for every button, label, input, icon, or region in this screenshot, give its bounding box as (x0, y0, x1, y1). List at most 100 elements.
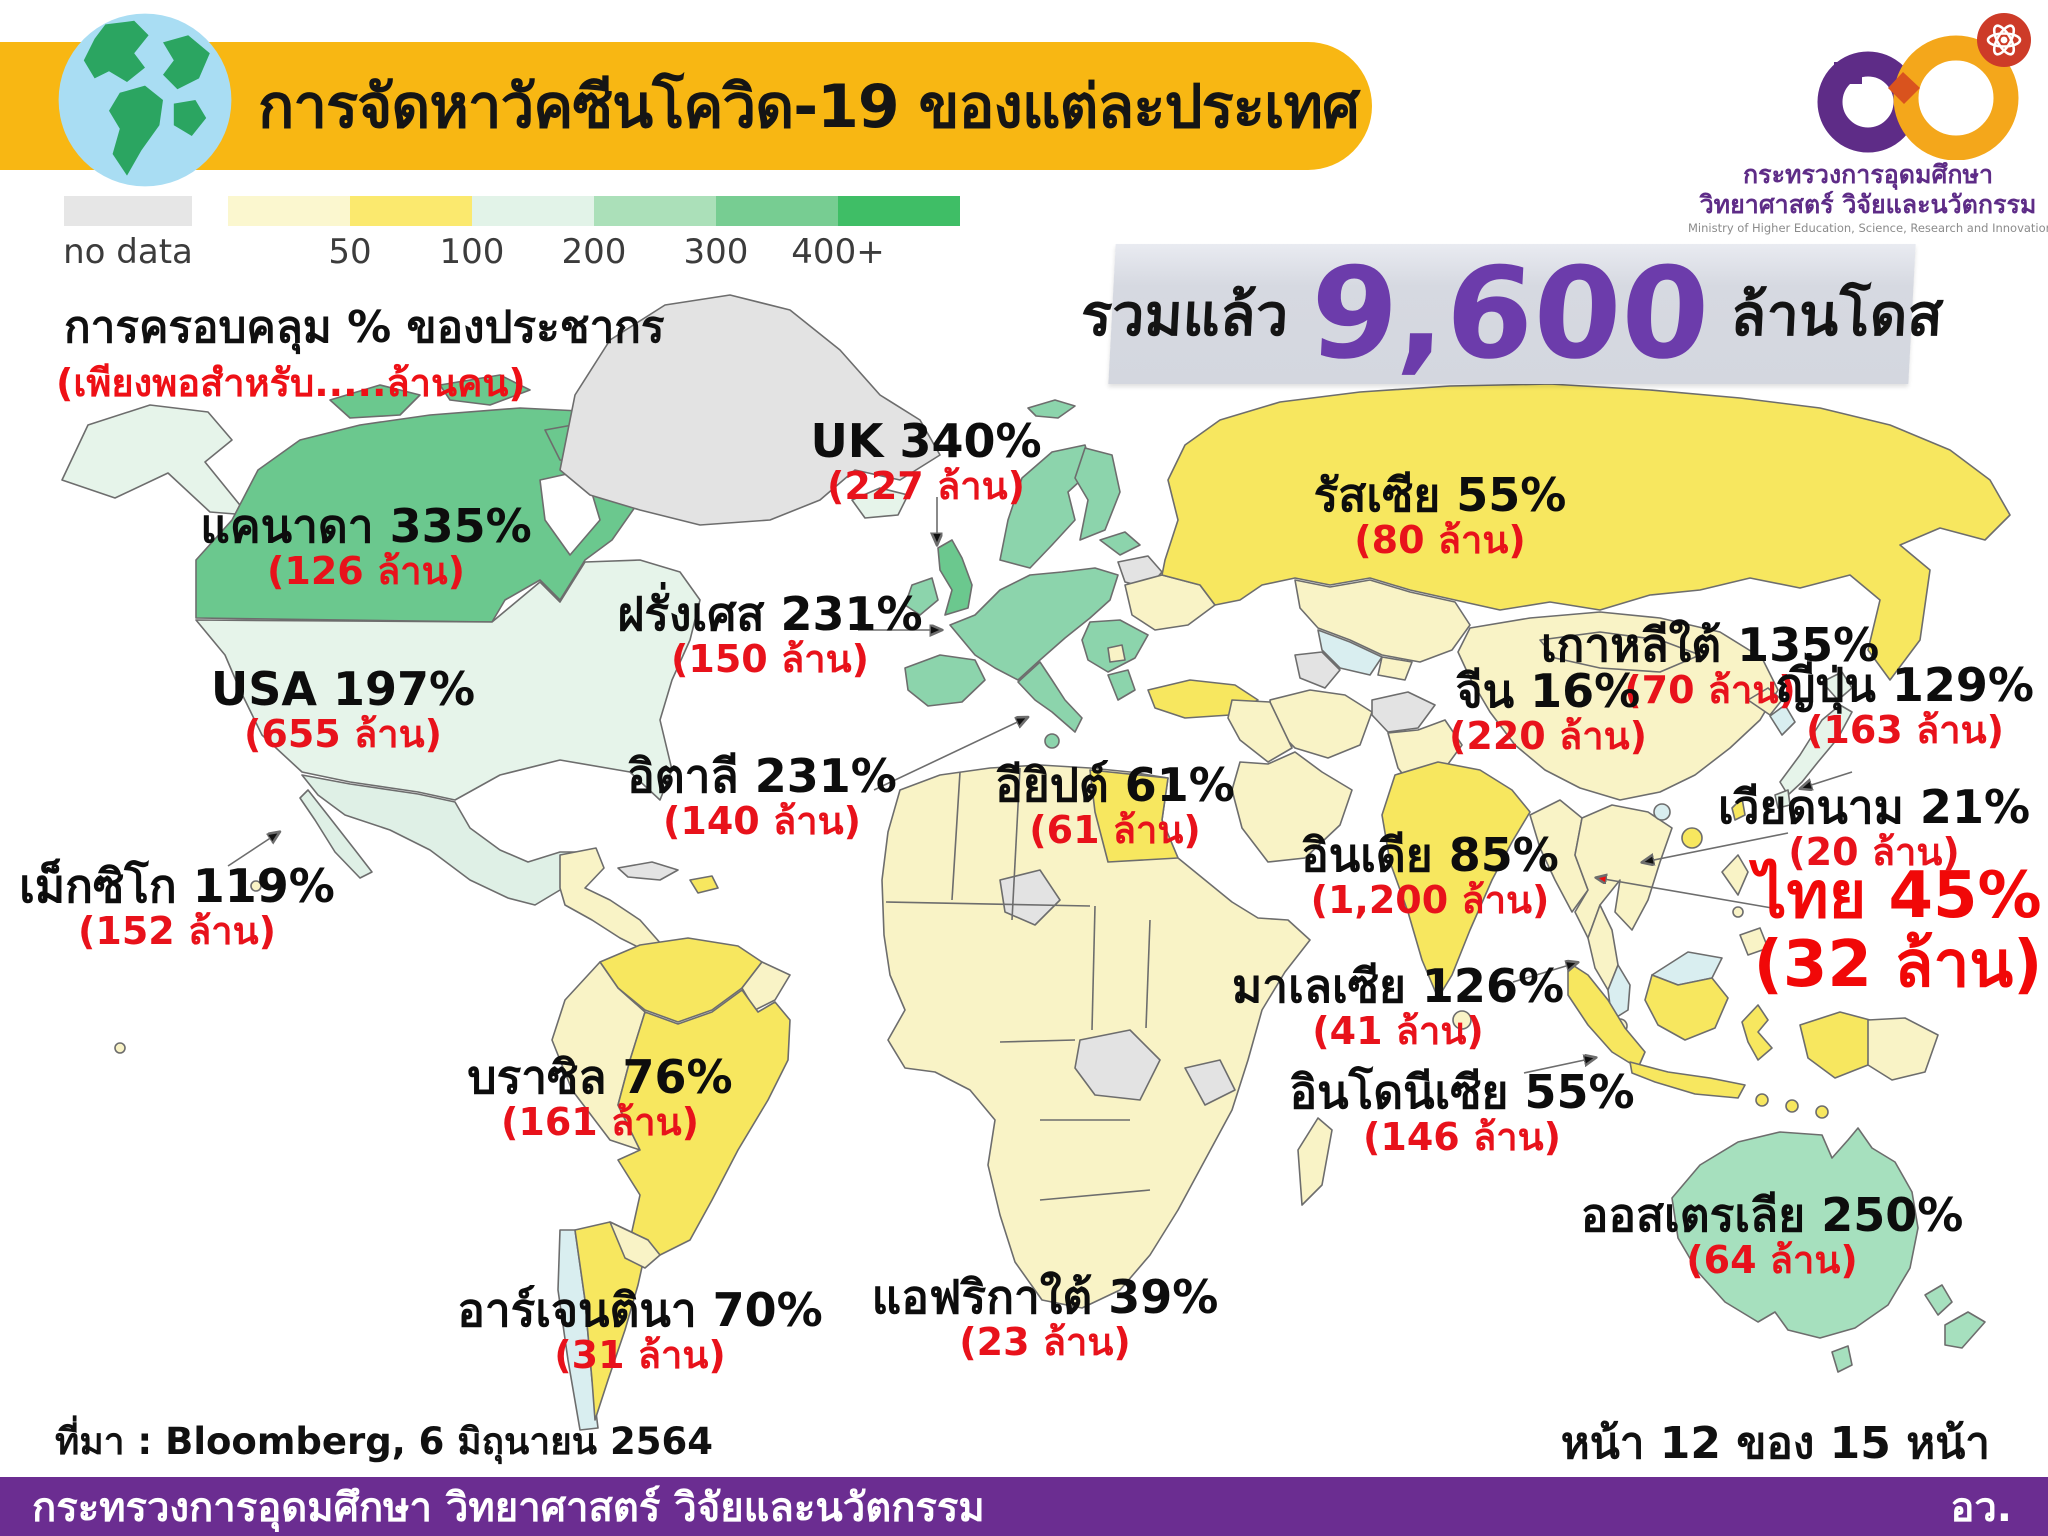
region-australia (1671, 1127, 1919, 1339)
region-philippines (1739, 927, 1769, 956)
legend-swatch (228, 196, 350, 226)
arrow-malaysia (1512, 963, 1576, 983)
region-finland (1074, 447, 1121, 541)
region-uzbekistan (1317, 629, 1383, 676)
region-brazil (617, 989, 791, 1256)
country-label-canada: แคนาดา 335% (126 ล้าน) (200, 499, 532, 593)
page-title: การจัดหาวัคซีนโควิด-19 ของแต่ละประเทศ (258, 71, 1360, 142)
ministry-name: กระทรวงการอุดมศึกษา วิทยาศาสตร์ วิจัยและ… (1688, 160, 2048, 235)
region-baltics (1099, 531, 1141, 556)
map-island (1732, 906, 1744, 918)
region-kazakhstan (1294, 579, 1471, 663)
region-iceland (851, 487, 909, 519)
region-africa-nodata (1074, 1029, 1161, 1101)
region-hispaniola (689, 875, 719, 894)
region-ireland (904, 577, 939, 616)
region-serbia (1107, 644, 1126, 663)
legend-tick: 50 (328, 232, 372, 272)
source-note: ที่มา : Bloomberg, 6 มิถุนายน 2564 (55, 1420, 713, 1463)
region-philippines (1721, 854, 1749, 896)
total-doses-box: รวมแล้ว 9,600 ล้านโดส (1079, 240, 1945, 387)
region-madagascar (1297, 1117, 1333, 1206)
arrow-japan (1802, 771, 1853, 788)
legend-swatch (594, 196, 716, 226)
legend-swatch (716, 196, 838, 226)
region-uk (937, 539, 973, 616)
region-usa (195, 559, 701, 801)
annotation-arrows (227, 497, 1853, 1074)
header-banner: การจัดหาวัคซีนโควิด-19 ของแต่ละประเทศ (0, 42, 1372, 170)
ministry-logo-mark (1817, 13, 2031, 161)
total-value: 9,600 (1306, 240, 1713, 387)
region-africa-nodata (1184, 1059, 1236, 1106)
region-png (1867, 1017, 1939, 1081)
country-label-argentina: อาร์เจนตินา 70% (31 ล้าน) (457, 1283, 823, 1377)
legend-swatch (472, 196, 594, 226)
region-svalbard (1027, 399, 1076, 419)
arrow-thailand (1598, 878, 1773, 909)
country-label-south-africa: แอฟริกาใต้ 39% (23 ล้าน) (871, 1270, 1219, 1364)
arrow-mexico (227, 833, 278, 867)
region-new-zealand (1944, 1311, 1986, 1349)
atom-icon (1977, 13, 2031, 67)
footer-abbr: อว. (1950, 1484, 2012, 1531)
page-number: หน้า 12 ของ 15 หน้า (1560, 1418, 1990, 1469)
globe-icon (58, 13, 232, 187)
arctic-island (439, 374, 531, 406)
country-label-south-korea: เกาหลีใต้ 135% (70 ล้าน) (1540, 618, 1880, 712)
region-sri-lanka (1452, 1010, 1472, 1030)
region-west-europe (949, 567, 1119, 681)
region-paraguay-uruguay (609, 1221, 661, 1269)
region-turkmenistan (1294, 651, 1341, 689)
legend-tick: 100 (439, 232, 505, 272)
region-hainan (1681, 827, 1703, 849)
region-japan (1779, 704, 1853, 796)
country-label-brazil: บราซิล 76% (161 ล้าน) (467, 1050, 733, 1144)
region-north-korea (1747, 687, 1783, 716)
country-label-japan: ญี่ปุ่น 129% (163 ล้าน) (1776, 658, 2034, 752)
legend-swatch-nodata (64, 196, 192, 226)
region-iraq-syria (1227, 699, 1293, 763)
region-egypt (1089, 769, 1179, 863)
region-sulawesi (1741, 1004, 1773, 1061)
region-mongolia (1539, 631, 1701, 673)
region-tasmania (1831, 1345, 1853, 1373)
region-africa-nodata (999, 869, 1061, 926)
country-label-egypt: อียิปต์ 61% (61 ล้าน) (995, 758, 1235, 852)
country-label-vietnam: เวียดนาม 21% (20 ล้าน) (1717, 780, 2031, 874)
legend-tick: 200 (561, 232, 627, 272)
country-label-france: ฝรั่งเศส 231% (150 ล้าน) (617, 587, 923, 681)
region-arabia (1231, 751, 1353, 863)
legend-label-nodata: no data (63, 232, 193, 272)
arctic-island (329, 384, 421, 419)
region-greece (1107, 669, 1136, 701)
legend-tick: 400+ (791, 232, 885, 272)
arrow-italy (873, 718, 1026, 791)
legend-tick: 300 (683, 232, 749, 272)
region-java (1629, 1061, 1746, 1099)
country-label-india: อินเดีย 85% (1,200 ล้าน) (1301, 828, 1559, 922)
region-indochina (1574, 804, 1673, 939)
region-russia (1161, 383, 2011, 681)
region-baja (299, 789, 373, 879)
region-new-zealand (1924, 1284, 1953, 1316)
footer-bar: กระทรวงการอุดมศึกษา วิทยาศาสตร์ วิจัยและ… (0, 1477, 2048, 1536)
region-kalimantan (1644, 974, 1729, 1041)
africa-borders (885, 767, 1151, 1201)
region-kyrgyz-tajik (1377, 656, 1413, 681)
country-label-usa: USA 197% (655 ล้าน) (210, 662, 476, 756)
country-label-malaysia: มาเลเซีย 126% (41 ล้าน) (1231, 959, 1565, 1053)
region-italy (1017, 661, 1083, 733)
region-sumatra (1567, 961, 1646, 1069)
map-island (114, 1042, 126, 1054)
region-sicily (1044, 733, 1060, 749)
map-island (1815, 1105, 1829, 1119)
region-papua-west (1799, 1011, 1871, 1079)
total-suffix: ล้านโดส (1729, 280, 1945, 349)
region-afghanistan (1371, 691, 1436, 733)
region-south-korea (1769, 704, 1796, 736)
country-label-china: จีน 16% (220 ล้าน) (1449, 664, 1647, 758)
region-china (1457, 611, 1779, 801)
legend-swatch (838, 196, 960, 226)
